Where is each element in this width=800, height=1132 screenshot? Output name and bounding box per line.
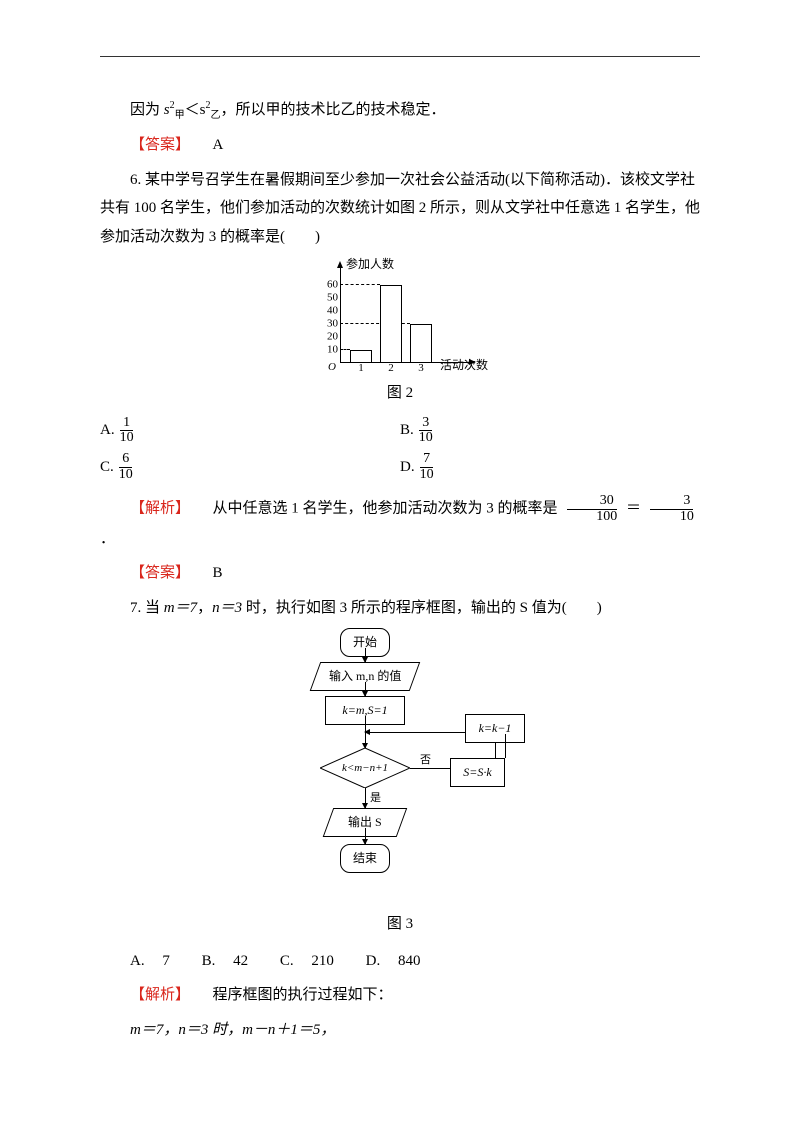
- q6-opt-c: C. 610: [100, 452, 400, 482]
- opt-letter: A.: [100, 416, 115, 445]
- frac: 110: [117, 416, 137, 446]
- m-eq: m＝7: [164, 600, 197, 616]
- q6-stem: 6. 某中学号召学生在暑假期间至少参加一次社会公益活动(以下简称活动)．该校文学…: [100, 166, 700, 252]
- arrow: [365, 788, 366, 808]
- ydash-60: [340, 284, 380, 285]
- ytick: 60: [310, 275, 338, 296]
- opt-letter: B.: [400, 416, 414, 445]
- opt-letter: C.: [100, 453, 114, 482]
- bar-chart: 参加人数 O 10 20 30 40 50 60 1 2 3 活动次数: [310, 257, 490, 377]
- text: m＝7，n＝3 时，m－n＋1＝5，: [130, 1022, 335, 1038]
- q6-analysis: 【解析】 从中任意选 1 名学生，他参加活动次数为 3 的概率是 30100 ＝…: [100, 494, 700, 553]
- arrow: [365, 828, 366, 844]
- text: 因为: [130, 102, 164, 118]
- q6-answer: B: [213, 565, 223, 581]
- line: [505, 734, 506, 758]
- lt: ＜s: [185, 102, 206, 118]
- label: S=S·k: [463, 765, 491, 779]
- chart-ylabel: 参加人数: [346, 253, 394, 276]
- q6-caption: 图 2: [100, 379, 700, 408]
- q6-figure: 参加人数 O 10 20 30 40 50 60 1 2 3 活动次数: [100, 257, 700, 377]
- q7-opt-c: C. 210: [280, 953, 348, 969]
- frac: 310: [647, 494, 697, 524]
- ydash-10: [340, 349, 350, 350]
- arrow: [365, 682, 366, 696]
- q7-analysis-1: 【解析】 程序框图的执行过程如下：: [100, 981, 700, 1010]
- q6-opt-b: B. 310: [400, 416, 700, 446]
- sub2: 乙: [210, 110, 220, 121]
- q6-opt-d: D. 710: [400, 452, 700, 482]
- q5-answer: A: [213, 137, 224, 153]
- q6-answer-line: 【答案】 B: [100, 559, 700, 588]
- n-eq: n＝3: [212, 600, 242, 616]
- frac: 30100: [563, 494, 620, 524]
- q7-opt-a: A. 7: [130, 953, 184, 969]
- q7-caption: 图 3: [100, 910, 700, 939]
- q7-options: A. 7 B. 42 C. 210 D. 840: [100, 947, 700, 976]
- bar-2: [380, 285, 402, 363]
- q5-variance-line: 因为 s2甲＜s2乙，所以甲的技术比乙的技术稳定．: [100, 96, 700, 125]
- chart-xlabel: 活动次数: [440, 354, 488, 377]
- text: 程序框图的执行过程如下：: [213, 987, 393, 1003]
- flowchart: 开始 输入 m,n 的值 k=m,S=1 k<m−n+1 否 S=S·k k=k…: [270, 628, 530, 908]
- flow-update-s: S=S·k: [450, 758, 505, 787]
- xtick: 1: [358, 358, 364, 379]
- analysis-label: 【解析】: [130, 501, 190, 517]
- frac: 310: [416, 416, 436, 446]
- xtick: 2: [388, 358, 394, 379]
- q7-figure: 开始 输入 m,n 的值 k=m,S=1 k<m−n+1 否 S=S·k k=k…: [100, 628, 700, 908]
- frac: 710: [417, 452, 437, 482]
- flow-cond: k<m−n+1: [320, 748, 410, 788]
- page: 因为 s2甲＜s2乙，所以甲的技术比乙的技术稳定． 【答案】 A 6. 某中学号…: [0, 0, 800, 1132]
- q7-opt-b: B. 42: [202, 953, 263, 969]
- q6-options: A. 110 B. 310 C. 610 D. 710: [100, 416, 700, 489]
- opt-letter: D.: [400, 453, 415, 482]
- flow-end: 结束: [340, 844, 390, 873]
- sub1: 甲: [175, 110, 185, 121]
- answer-label: 【答案】: [130, 137, 190, 153]
- flow-yes-label: 是: [370, 788, 381, 809]
- q5-answer-line: 【答案】 A: [100, 131, 700, 160]
- analysis-label: 【解析】: [130, 987, 190, 1003]
- q7-opt-d: D. 840: [366, 953, 435, 969]
- frac: 610: [116, 452, 136, 482]
- q6-opt-a: A. 110: [100, 416, 400, 446]
- flow-update-k: k=k−1: [465, 714, 525, 743]
- text: 7. 当: [130, 600, 164, 616]
- eq: ＝: [626, 501, 641, 517]
- analysis-pre: 从中任意选 1 名学生，他参加活动次数为 3 的概率是: [213, 501, 558, 517]
- line: [410, 768, 450, 769]
- comma: ，: [197, 600, 212, 616]
- q7-stem: 7. 当 m＝7，n＝3 时，执行如图 3 所示的程序框图，输出的 S 值为( …: [100, 594, 700, 623]
- xtick: 3: [418, 358, 424, 379]
- arrow: [365, 648, 366, 662]
- label: k=m,S=1: [342, 703, 387, 717]
- q7-analysis-2: m＝7，n＝3 时，m－n＋1＝5，: [100, 1016, 700, 1045]
- label: k=k−1: [479, 721, 512, 735]
- label: k<m−n+1: [342, 758, 388, 779]
- top-rule: [100, 56, 700, 57]
- text: 时，执行如图 3 所示的程序框图，输出的 S 值为( ): [242, 600, 602, 616]
- answer-label: 【答案】: [130, 565, 190, 581]
- tail: ．: [100, 531, 115, 547]
- tail: ，所以甲的技术比乙的技术稳定．: [220, 102, 445, 118]
